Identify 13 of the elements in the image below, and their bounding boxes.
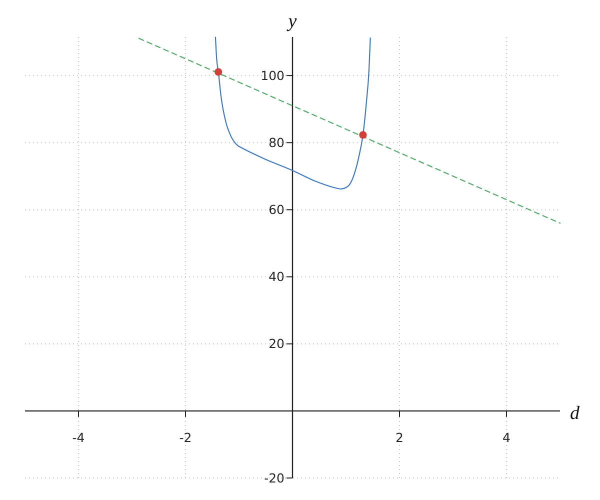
line-series: [214, 36, 371, 190]
x-tick-label: -2: [179, 430, 192, 445]
y-axis-title: y: [286, 11, 298, 32]
y-tick-label: 100: [260, 68, 285, 83]
y-tick-label: 20: [268, 336, 285, 352]
y-tick-label: -20: [264, 470, 285, 486]
x-tick-label: 2: [396, 430, 404, 445]
y-tick-label: 80: [268, 135, 285, 150]
x-axis-title: d: [570, 402, 580, 424]
x-tick-label: -4: [72, 430, 85, 445]
y-tick-label: 40: [268, 269, 285, 284]
x-tick-label: 4: [502, 430, 511, 445]
y-tick-label: 60: [268, 202, 285, 218]
